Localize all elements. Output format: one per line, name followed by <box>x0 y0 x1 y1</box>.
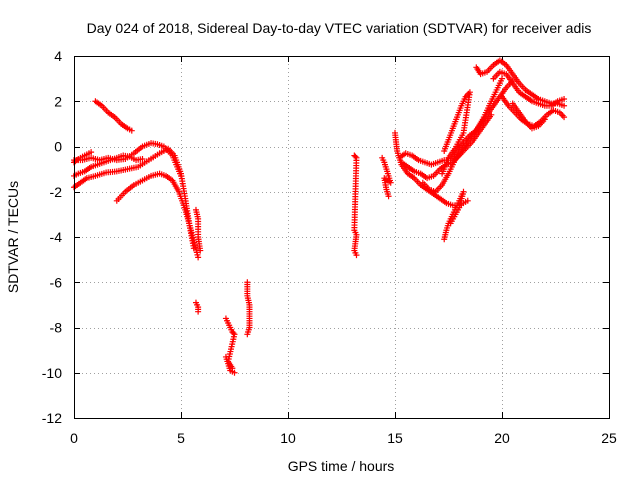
series-track-3 <box>71 149 95 166</box>
y-tick-labels: -12 -10 -8 -6 -4 -2 0 2 4 <box>42 48 62 426</box>
y-tick-label: 0 <box>54 139 62 155</box>
x-tick-label: 10 <box>280 430 296 446</box>
data-point <box>128 127 135 134</box>
y-tick-label: 2 <box>54 93 62 109</box>
series-track-18 <box>441 188 467 243</box>
x-tick-label: 20 <box>494 430 510 446</box>
series-track-17 <box>419 77 516 195</box>
data-point <box>197 247 204 254</box>
y-tick-label: -10 <box>42 365 62 381</box>
x-axis-label: GPS time / hours <box>288 458 395 474</box>
series-track-2 <box>71 140 184 179</box>
data-point <box>352 153 359 160</box>
x-tick-label: 25 <box>601 430 617 446</box>
series-track-7 <box>192 206 204 254</box>
data-point <box>195 254 202 261</box>
data-point <box>385 193 392 200</box>
data-point <box>244 331 251 338</box>
data-point <box>231 369 238 376</box>
y-axis-label: SDTVAR / TECUs <box>5 181 21 293</box>
series-track-19 <box>439 89 473 177</box>
data-point <box>447 220 454 227</box>
y-tick-label: -4 <box>50 229 63 245</box>
plot-frame <box>74 56 610 419</box>
y-tick-label: -12 <box>42 410 62 426</box>
series-track-5 <box>113 170 202 261</box>
data-point <box>353 252 360 259</box>
series-track-9 <box>222 315 238 372</box>
series-track-6 <box>92 98 135 134</box>
y-tick-label: -6 <box>50 274 63 290</box>
x-tick-label: 15 <box>387 430 403 446</box>
data-point <box>561 114 568 121</box>
x-tick-label: 0 <box>70 430 78 446</box>
data-points <box>71 57 568 376</box>
grid-lines <box>74 56 609 418</box>
y-tick-label: -8 <box>50 320 63 336</box>
x-tick-labels: 0 5 10 15 20 25 <box>70 430 617 446</box>
data-point <box>541 116 548 123</box>
series-track-8 <box>192 299 202 315</box>
series-track-21 <box>490 68 568 109</box>
series-track-13 <box>379 154 394 200</box>
y-tick-label: 4 <box>54 48 62 64</box>
chart-title: Day 024 of 2018, Sidereal Day-to-day VTE… <box>87 20 592 36</box>
data-point <box>499 75 505 82</box>
series-track-12 <box>351 152 360 259</box>
series-track-23 <box>509 100 548 132</box>
series-track-11 <box>244 279 253 338</box>
data-point <box>195 308 202 315</box>
series-track-4 <box>71 152 146 179</box>
series-track-10 <box>222 353 238 376</box>
y-tick-label: -2 <box>50 184 63 200</box>
data-point <box>561 95 568 102</box>
data-point <box>178 172 184 179</box>
data-point <box>561 102 568 109</box>
data-point <box>88 149 95 156</box>
series-track-20 <box>473 57 568 109</box>
data-point <box>464 197 471 204</box>
series-track-22 <box>499 93 568 130</box>
data-point <box>139 155 146 162</box>
data-point <box>439 170 446 177</box>
x-tick-label: 5 <box>177 430 185 446</box>
